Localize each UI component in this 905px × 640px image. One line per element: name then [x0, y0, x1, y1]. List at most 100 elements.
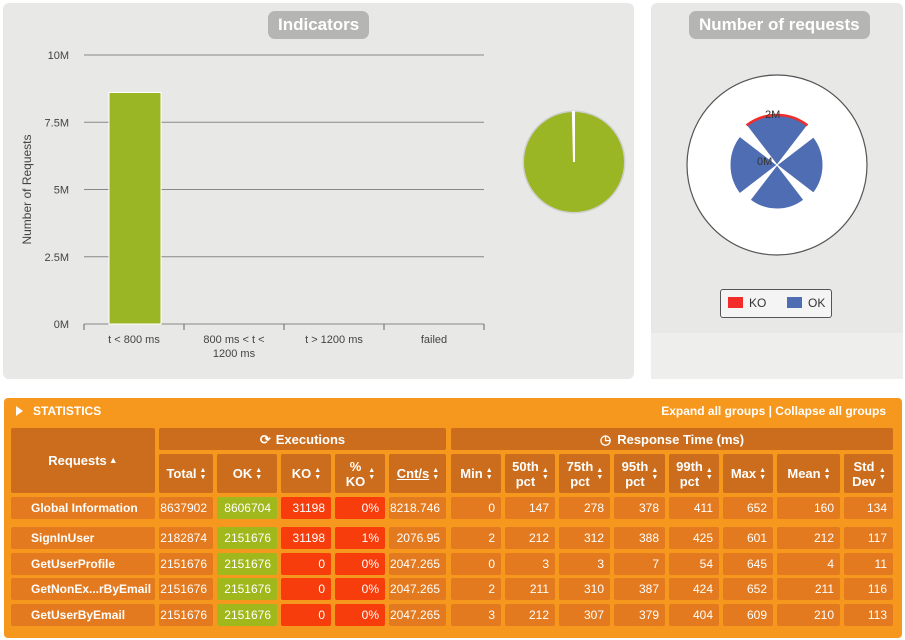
sort-up-icon: ▲ — [108, 455, 118, 465]
expand-all-groups-link[interactable]: Expand all groups — [661, 404, 766, 418]
pie-slice-failed[interactable] — [571, 110, 575, 163]
stat-value-cell-text: 8606704 — [224, 501, 271, 515]
stat-value-cell: 113 — [844, 604, 893, 626]
global-information-row-text: Global Information — [31, 501, 138, 515]
column-header[interactable]: % KO ▲▼ — [335, 454, 385, 493]
sort-icon: ▲▼ — [314, 466, 322, 481]
stat-value-cell-text: 307 — [583, 608, 604, 622]
stat-value-cell-text: 212 — [528, 531, 549, 545]
stat-value-cell: 8637902 — [159, 497, 213, 519]
stat-value-cell: 8606704 — [217, 497, 277, 519]
stat-value-cell-text: 0 — [318, 557, 325, 571]
y-axis-label: Number of Requests — [20, 134, 34, 244]
request-row-name[interactable]: GetNonEx...rByEmail — [11, 578, 155, 600]
stat-value-cell: 2 — [451, 527, 501, 549]
stat-value-cell-text: 2151676 — [160, 582, 207, 596]
column-header[interactable]: Mean ▲▼ — [777, 454, 840, 493]
column-header-label: 50th pct — [512, 458, 539, 489]
stat-value-cell-text: 2151676 — [224, 557, 271, 571]
column-header[interactable]: OK ▲▼ — [217, 454, 277, 493]
sort-icon: ▲▼ — [823, 466, 831, 481]
stat-value-cell: 212 — [777, 527, 840, 549]
stat-value-cell: 0 — [451, 497, 501, 519]
refresh-icon: ⟳ — [259, 431, 271, 447]
stat-value-cell: 1% — [335, 527, 385, 549]
column-header[interactable]: 75th pct ▲▼ — [559, 454, 610, 493]
bar-t-lt-800[interactable] — [108, 91, 162, 325]
polar-slice-ok[interactable] — [749, 164, 805, 210]
stat-value-cell-text: 54 — [699, 557, 713, 571]
requests-header-label: Requests — [48, 453, 107, 468]
stat-value-cell: 2076.95 — [389, 527, 446, 549]
stat-value-cell: 0% — [335, 553, 385, 575]
stat-value-cell-text: 31198 — [292, 531, 325, 545]
stat-value-cell-text: 8637902 — [160, 501, 207, 515]
y-tick-label: 10M — [48, 50, 69, 62]
column-header[interactable]: Min ▲▼ — [451, 454, 501, 493]
stat-value-cell: 0 — [281, 604, 331, 626]
request-row-name[interactable]: SignInUser — [11, 527, 155, 549]
column-header[interactable]: 50th pct ▲▼ — [505, 454, 555, 493]
request-row-name[interactable]: GetUserByEmail — [11, 604, 155, 626]
stat-value-cell-text: 0 — [488, 557, 495, 571]
stat-value-cell-text: 3 — [597, 557, 604, 571]
links-separator: | — [768, 404, 772, 418]
legend-ko-label[interactable]: KO — [749, 296, 767, 310]
global-information-row[interactable]: Global Information — [11, 497, 155, 519]
polar-slice-ok[interactable] — [729, 135, 778, 195]
sort-icon: ▲▼ — [651, 466, 659, 481]
response-time-header-label: Response Time (ms) — [617, 431, 745, 447]
stat-value-cell: 3 — [505, 553, 555, 575]
column-header[interactable]: Cnt/s ▲▼ — [389, 454, 446, 493]
stat-value-cell-text: 7 — [652, 557, 659, 571]
stat-value-cell: 2151676 — [217, 578, 277, 600]
stat-value-cell: 645 — [723, 553, 773, 575]
polar-tick-0m: 0M — [757, 156, 772, 168]
stat-value-cell: 2047.265 — [389, 578, 446, 600]
requests-legend: KO OK — [720, 289, 832, 318]
statistics-toggle[interactable]: STATISTICS — [16, 404, 101, 418]
stat-value-cell-text: 116 — [867, 582, 887, 596]
stat-value-cell-text: 210 — [813, 608, 834, 622]
requests-header[interactable]: Requests ▲ — [11, 428, 155, 493]
column-header-label: OK — [232, 466, 253, 481]
polar-slice-ok[interactable] — [776, 136, 824, 194]
column-header[interactable]: Total ▲▼ — [159, 454, 213, 493]
stat-value-cell-text: 379 — [638, 608, 659, 622]
column-header[interactable]: 99th pct ▲▼ — [669, 454, 719, 493]
stat-value-cell-text: 310 — [583, 582, 604, 596]
statistics-title: STATISTICS — [33, 404, 102, 418]
request-row-name[interactable]: GetUserProfile — [11, 553, 155, 575]
legend-ok-swatch — [787, 297, 802, 308]
indicators-chart: 10M 7.5M 5M 2.5M 0M Number of Requests t < 800… — [20, 50, 626, 360]
column-header-label: 99th pct — [676, 458, 703, 489]
column-header[interactable]: KO ▲▼ — [281, 454, 331, 493]
legend-ok-label[interactable]: OK — [808, 296, 826, 310]
statistics-panel: STATISTICS Expand all groups | Collapse … — [4, 398, 902, 638]
polar-slice-ko[interactable] — [745, 113, 809, 127]
stat-value-cell-text: 211 — [529, 582, 549, 596]
stat-value-cell-text: 212 — [528, 608, 549, 622]
column-header[interactable]: Max ▲▼ — [723, 454, 773, 493]
stat-value-cell-text: 2047.265 — [389, 608, 440, 622]
stat-value-cell: 404 — [669, 604, 719, 626]
stat-value-cell: 0% — [335, 604, 385, 626]
stat-value-cell-text: 2 — [488, 582, 495, 596]
stat-value-cell-text: 2047.265 — [389, 557, 440, 571]
stat-value-cell: 31198 — [281, 527, 331, 549]
stat-value-cell-text: 388 — [638, 531, 659, 545]
stat-value-cell: 601 — [723, 527, 773, 549]
polar-tick-2m: 2M — [765, 109, 780, 121]
column-header[interactable]: 95th pct ▲▼ — [614, 454, 665, 493]
stat-value-cell: 2047.265 — [389, 604, 446, 626]
column-header[interactable]: Std Dev ▲▼ — [844, 454, 893, 493]
stat-value-cell-text: 2 — [488, 531, 495, 545]
column-header-label: Mean — [787, 466, 821, 481]
stat-value-cell: 378 — [614, 497, 665, 519]
collapse-all-groups-link[interactable]: Collapse all groups — [775, 404, 886, 418]
stat-value-cell: 424 — [669, 578, 719, 600]
stat-value-cell-text: 2151676 — [224, 608, 271, 622]
sort-icon: ▲▼ — [485, 466, 493, 481]
stat-value-cell-text: 0% — [361, 501, 379, 515]
stat-value-cell: 388 — [614, 527, 665, 549]
